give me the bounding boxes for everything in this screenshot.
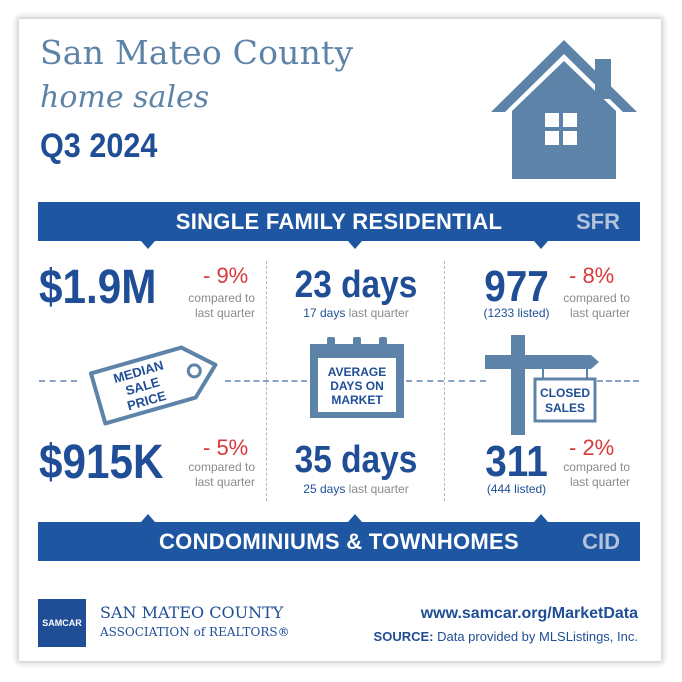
compare-line: compared to [188, 460, 255, 474]
sfr-median-change: - 9% [203, 263, 249, 288]
period-label: Q3 2024 [40, 127, 158, 165]
sfr-band-label: SINGLE FAMILY RESIDENTIAL [175, 209, 503, 234]
cid-band-label: CONDOMINIUMS & TOWNHOMES [158, 529, 519, 554]
title-line1: San Mateo County [40, 33, 354, 72]
band-pointer [348, 241, 362, 249]
cid-band-abbr: CID [582, 529, 620, 554]
compare-line: compared to [188, 291, 255, 305]
previous-value: 25 days [303, 482, 346, 496]
band-pointer [141, 241, 155, 249]
row-divider [225, 380, 307, 382]
association-name-line2: ASSOCIATION of REALTORS® [100, 625, 290, 639]
calendar-icon: AVERAGE DAYS ON MARKET [310, 337, 404, 418]
row-divider [406, 380, 486, 382]
compare-line: last quarter [569, 475, 630, 489]
band-pointer [348, 514, 362, 522]
title-line2: home sales [40, 80, 210, 115]
row-divider [597, 380, 639, 382]
samcar-logo: SAMCAR [38, 599, 86, 647]
band-pointer [141, 514, 155, 522]
previous-label: last quarter [348, 482, 409, 496]
sign-post-icon: CLOSED SALES [485, 335, 599, 435]
sfr-median-price: $1.9M [39, 261, 157, 314]
sfr-days-on-market: 23 days [294, 264, 418, 306]
calendar-line-1: AVERAGE [328, 365, 386, 379]
source-text: Data provided by MLSListings, Inc. [437, 629, 638, 644]
cid-median-price: $915K [39, 436, 164, 489]
sfr-closed-compare: compared to last quarter [563, 291, 630, 321]
sfr-dom-previous: 17 days last quarter [281, 306, 431, 320]
compare-line: compared to [563, 291, 630, 305]
previous-label: last quarter [348, 306, 409, 320]
house-icon [491, 40, 637, 179]
calendar-line-3: MARKET [331, 393, 383, 407]
source-label: SOURCE: [373, 629, 434, 644]
cid-closed-compare: compared to last quarter [563, 460, 630, 490]
source-note: SOURCE: Data provided by MLSListings, In… [374, 629, 638, 644]
sfr-closed-sales: 977 [484, 262, 549, 311]
cid-band: CONDOMINIUMS & TOWNHOMES CID [38, 522, 640, 561]
row-divider [39, 380, 77, 382]
previous-value: 17 days [303, 306, 346, 320]
band-pointer [534, 514, 548, 522]
sfr-closed-change: - 8% [569, 263, 615, 288]
cid-median-compare: compared to last quarter [188, 460, 255, 490]
infographic-card: San Mateo County home sales Q3 2024 SING… [19, 19, 661, 661]
price-tag-icon: MEDIAN SALE PRICE [89, 345, 218, 426]
cid-median-change: - 5% [203, 435, 249, 460]
compare-line: compared to [563, 460, 630, 474]
cid-listed-count: (444 listed) [486, 482, 547, 496]
sign-line-1: CLOSED [540, 386, 590, 400]
sfr-band-abbr: SFR [576, 209, 620, 234]
cid-dom-previous: 25 days last quarter [281, 482, 431, 496]
sfr-listed-count: (1233 listed) [483, 306, 550, 320]
cid-closed-sales: 311 [485, 437, 548, 486]
cid-closed-change: - 2% [569, 435, 615, 460]
calendar-line-2: DAYS ON [330, 379, 384, 393]
market-data-link[interactable]: www.samcar.org/MarketData [420, 605, 638, 622]
compare-line: last quarter [569, 306, 630, 320]
association-name-line1: SAN MATEO COUNTY [100, 603, 284, 622]
band-pointer [534, 241, 548, 249]
sign-line-2: SALES [545, 401, 585, 415]
sfr-median-compare: compared to last quarter [188, 291, 255, 321]
sfr-band: SINGLE FAMILY RESIDENTIAL SFR [38, 202, 640, 241]
compare-line: last quarter [194, 306, 255, 320]
compare-line: last quarter [194, 475, 255, 489]
cid-days-on-market: 35 days [294, 439, 418, 481]
